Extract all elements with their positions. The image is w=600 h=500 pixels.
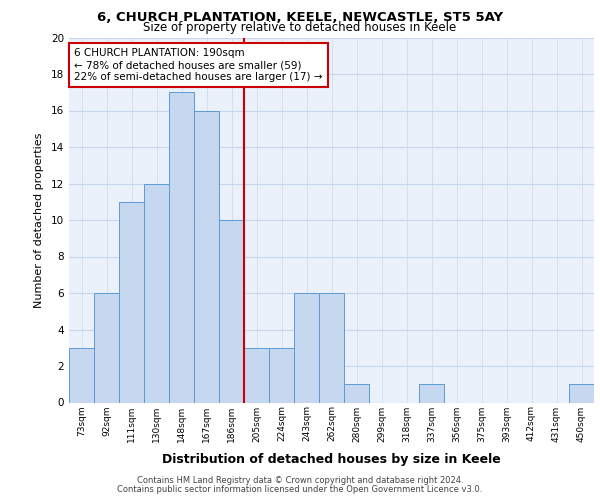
Bar: [144, 184, 169, 402]
Bar: [119, 202, 144, 402]
Bar: [194, 110, 219, 403]
Bar: [94, 293, 119, 403]
Text: Contains HM Land Registry data © Crown copyright and database right 2024.: Contains HM Land Registry data © Crown c…: [137, 476, 463, 485]
Bar: [569, 384, 594, 402]
Bar: [169, 92, 194, 402]
Y-axis label: Number of detached properties: Number of detached properties: [34, 132, 44, 308]
Text: 6 CHURCH PLANTATION: 190sqm
← 78% of detached houses are smaller (59)
22% of sem: 6 CHURCH PLANTATION: 190sqm ← 78% of det…: [74, 48, 323, 82]
X-axis label: Distribution of detached houses by size in Keele: Distribution of detached houses by size …: [162, 453, 501, 466]
Bar: [219, 220, 244, 402]
Bar: [269, 348, 294, 403]
Bar: [294, 293, 319, 403]
Text: Contains public sector information licensed under the Open Government Licence v3: Contains public sector information licen…: [118, 485, 482, 494]
Bar: [319, 293, 344, 403]
Text: Size of property relative to detached houses in Keele: Size of property relative to detached ho…: [143, 22, 457, 35]
Bar: [244, 348, 269, 403]
Bar: [344, 384, 369, 402]
Text: 6, CHURCH PLANTATION, KEELE, NEWCASTLE, ST5 5AY: 6, CHURCH PLANTATION, KEELE, NEWCASTLE, …: [97, 11, 503, 24]
Bar: [69, 348, 94, 403]
Bar: [419, 384, 444, 402]
